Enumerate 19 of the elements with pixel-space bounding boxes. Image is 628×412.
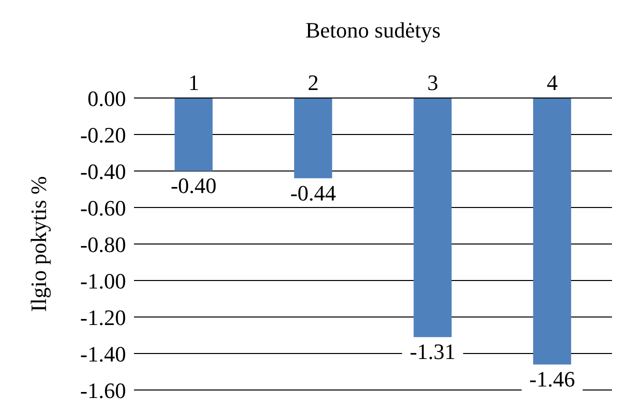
y-tick-label: -1.00 xyxy=(80,268,126,294)
y-tick-label: -1.60 xyxy=(80,378,126,403)
x-tick-label: 1 xyxy=(188,70,200,95)
x-axis-title: Betono sudėtys xyxy=(305,18,441,43)
x-tick-label: 4 xyxy=(546,70,558,95)
data-label: -1.31 xyxy=(410,339,456,364)
y-tick-label: -0.20 xyxy=(80,122,126,148)
y-tick-label: -0.80 xyxy=(80,232,126,257)
data-label: -0.40 xyxy=(170,173,217,198)
y-tick-label: -1.40 xyxy=(80,341,126,366)
x-tick-label: 2 xyxy=(308,70,319,95)
y-tick-label: -0.40 xyxy=(80,158,126,184)
y-axis-title: Ilgio pokytis % xyxy=(26,176,51,312)
x-tick-label: 3 xyxy=(427,70,438,95)
data-label: -0.44 xyxy=(290,180,336,206)
data-label: -1.46 xyxy=(529,366,576,392)
y-tick-label: 0.00 xyxy=(88,86,126,111)
y-tick-label: -0.60 xyxy=(80,195,126,220)
y-tick-label: -1.20 xyxy=(80,304,126,330)
